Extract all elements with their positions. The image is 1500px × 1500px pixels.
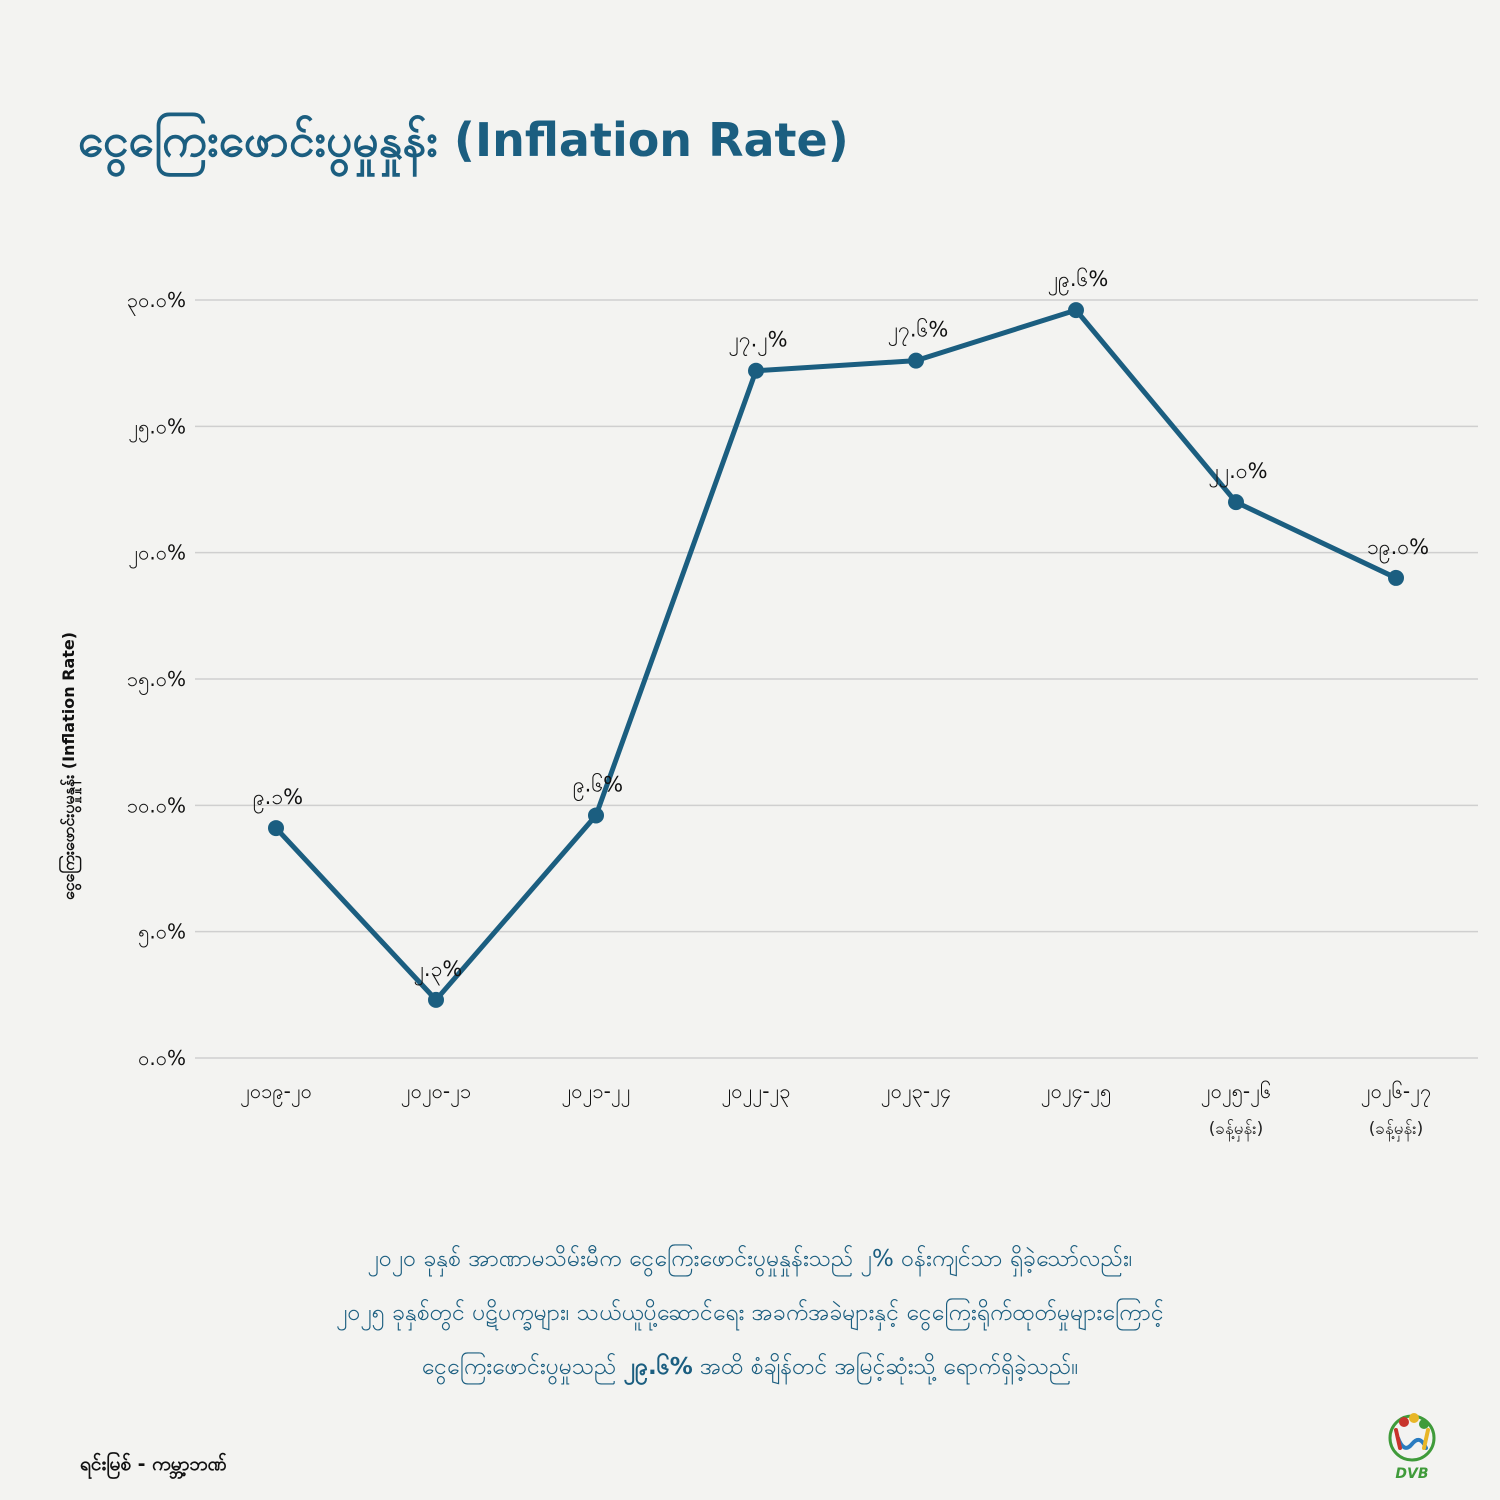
summary-line-3: ငွေကြေးဖောင်းပွမှုသည် ၂၉.၆% အထိ စံချိန်တ… [0,1340,1500,1394]
y-tick-label: ၂၀.၀% [128,541,186,569]
y-tick-label: ၀.၀% [138,1046,186,1070]
logo-text: DVB [1395,1466,1428,1482]
summary-highlight: ၂၉.၆% [623,1354,693,1380]
data-point [1068,302,1084,319]
grid-lines [195,299,1478,1059]
data-points [268,302,1404,1008]
y-tick-label: ၂၅.၀% [128,414,186,442]
data-labels: ၉.၁%၂.၃%၉.၆%၂၇.၂% ၂၇.၆%၂၉.၆%၂၂.၀%၁၉.၀% [253,266,1429,986]
x-tick-label: ၂၀၁၉-၂၀ [240,1079,312,1107]
x-tick-label: ၂၀၂၆-၂၇ [1361,1079,1431,1107]
y-tick-label: ၁၀.၀% [127,793,186,817]
y-tick-labels: ၀.၀% ၅.၀% ၁၀.၀% ၁၅.၀% ၂၀.၀% ၂၅.၀% ၃၀.၀% [127,288,186,1070]
data-label: ၂၇.၆% [888,317,949,347]
x-tick-label: ၂၀၂၄-၂၅ [1041,1079,1111,1107]
data-label: ၁၉.၀% [1367,535,1429,564]
summary-line-3-post: အထိ စံချိန်တင် အမြင့်ဆုံးသို့ ရောက်ရှိခဲ… [692,1354,1079,1380]
series-line [273,307,1399,1003]
data-point [1228,494,1244,511]
data-label: ၂၉.၆% [1048,266,1109,296]
data-point [908,352,924,369]
data-label: ၂၂.၀% [1208,459,1267,488]
x-tick-note: (ခန့်မှန်း) [1369,1119,1423,1142]
y-tick-label: ၁၅.၀% [127,667,186,695]
data-label: ၉.၁% [253,785,303,814]
inflation-line-chart: ၀.၀% ၅.၀% ၁၀.၀% ၁၅.၀% ၂၀.၀% ၂၅.၀% ၃၀.၀% ၂၀၁၉-၂… [127,266,1478,1142]
x-tick-label: ၂၀၂၅-၂၆ [1201,1079,1271,1107]
data-point [268,820,284,837]
data-point [748,362,764,379]
summary-text: ၂၀၂၀ ခုနှစ် အာဏာမသိမ်းမီက ငွေကြေးဖောင်းပ… [0,1232,1500,1394]
data-point [588,807,604,824]
dvb-logo-icon: DVB [1388,1413,1436,1482]
summary-line-3-pre: ငွေကြေးဖောင်းပွမှုသည် [421,1354,624,1380]
series-inflation [273,307,1399,1003]
summary-line-2: ၂၀၂၅ ခုနှစ်တွင် ပဋိပက္ခများ၊ သယ်ယူပို့ဆေ… [336,1300,1164,1326]
x-tick-label: ၂၀၂၀-၂၁ [401,1079,471,1107]
data-point [1388,569,1404,586]
y-tick-label: ၅.၀% [138,920,186,948]
y-axis-label: ငွေကြေးဖောင်းပွမှုနှုန်း (Inflation Rate… [59,631,78,900]
x-tick-labels: ၂၀၁၉-၂၀ ၂၀၂၀-၂၁ ၂၀၂၁-၂၂ ၂၀၂၂-၂၃ ၂၀၂၃-၂၄ ၂၀၂၄-… [240,1079,1431,1142]
x-tick-note: (ခန့်မှန်း) [1209,1119,1263,1142]
summary-line-1: ၂၀၂၀ ခုနှစ် အာဏာမသိမ်းမီက ငွေကြေးဖောင်းပ… [367,1246,1133,1272]
data-label: ၂၇.၂% [728,328,787,357]
y-tick-label: ၃၀.၀% [127,288,186,316]
x-tick-label: ၂၀၂၁-၂၂ [561,1079,630,1107]
data-point [428,991,444,1008]
page-title: ငွေကြေးဖောင်းပွမှုနှုန်း (Inflation Rate… [78,113,849,167]
data-label: ၉.၆% [573,771,623,801]
x-tick-label: ၂၀၂၂-၂၃ [721,1079,790,1107]
source-note: ရင်းမြစ် - ကမ္ဘာ့ဘဏ် [80,1453,227,1475]
x-tick-label: ၂၀၂၃-၂၄ [881,1079,951,1107]
